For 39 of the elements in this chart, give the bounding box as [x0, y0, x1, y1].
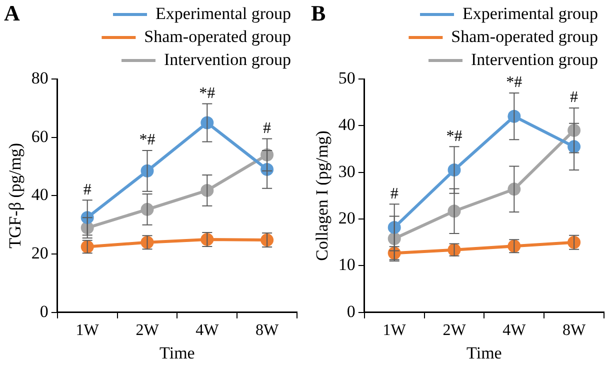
legend-label: Intervention group [164, 50, 292, 69]
annotation: # [390, 185, 398, 202]
annotation: # [570, 89, 578, 106]
annotation: # [83, 181, 92, 198]
y-axis-title: Collagen I (pg/mg) [312, 130, 332, 261]
annotation: # [263, 120, 272, 138]
y-tick-label: 0 [346, 302, 356, 321]
legend-label: Sham-operated group [144, 26, 292, 46]
x-tick-label: 1W [76, 322, 100, 340]
chart-title: A [4, 0, 20, 26]
x-tick-label: 4W [502, 322, 527, 340]
x-tick-label: 1W [382, 322, 407, 340]
y-tick-label: 0 [40, 302, 48, 321]
x-tick-label: 2W [442, 322, 467, 340]
annotation: *# [446, 128, 462, 145]
annotation: *# [199, 85, 216, 102]
y-tick-label: 50 [338, 68, 356, 88]
y-tick-label: 60 [31, 126, 48, 146]
y-tick-label: 10 [338, 255, 356, 274]
chart-title: B [311, 0, 326, 26]
annotation: *# [139, 132, 156, 149]
y-tick-label: 80 [31, 68, 48, 88]
legend-label: Experimental group [156, 4, 292, 23]
annotation: *# [506, 74, 522, 92]
x-axis-title: Time [160, 343, 195, 362]
y-tick-label: 40 [31, 185, 48, 204]
x-tick-label: 8W [562, 322, 586, 340]
legend-label: Experimental group [462, 4, 598, 23]
y-tick-label: 30 [338, 162, 356, 181]
y-tick-label: 40 [338, 115, 356, 134]
y-tick-label: 20 [338, 208, 356, 228]
legend-label: Sham-operated group [451, 26, 598, 46]
x-tick-label: 8W [255, 322, 280, 340]
x-tick-label: 2W [136, 322, 160, 340]
x-axis-title: Time [466, 343, 502, 362]
legend-label: Intervention group [471, 50, 598, 69]
y-axis-title: TGF-β (pg/mg) [6, 142, 25, 248]
x-tick-label: 4W [196, 322, 220, 340]
y-tick-label: 20 [31, 244, 48, 263]
